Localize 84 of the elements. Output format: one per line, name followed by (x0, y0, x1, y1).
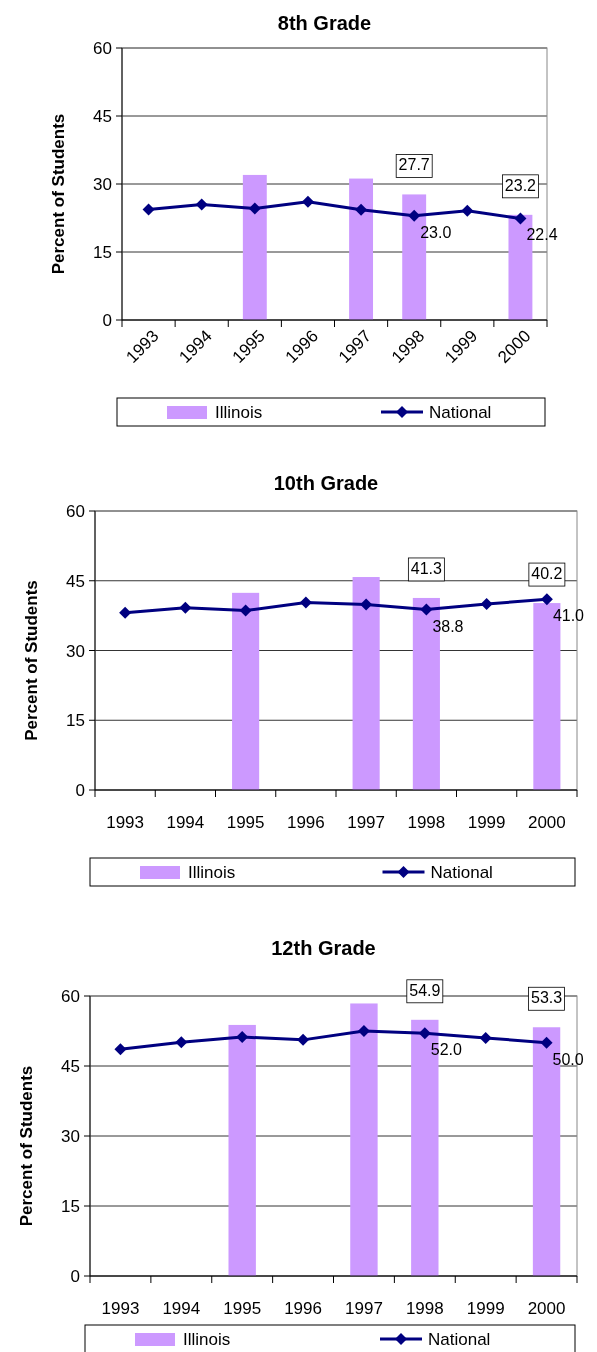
y-tick-label: 45 (93, 107, 112, 126)
data-label: 41.3 (410, 559, 443, 577)
y-tick-label: 0 (70, 1267, 80, 1286)
data-label: 40.2 (531, 565, 563, 583)
x-tick-label: 1995 (223, 1299, 262, 1318)
legend-label: National (428, 1330, 491, 1349)
point (420, 603, 433, 616)
data-label: 41.0 (552, 607, 585, 625)
point (408, 209, 421, 222)
point (195, 198, 208, 211)
y-tick-label: 30 (93, 175, 112, 194)
x-tick-label: 2000 (527, 1299, 566, 1318)
legend-label: Illinois (188, 863, 236, 882)
x-tick-label: 1993 (106, 813, 145, 832)
x-tick-label: 1994 (166, 813, 205, 832)
point (248, 202, 261, 215)
x-tick-label: 1996 (284, 1299, 322, 1318)
data-label: 54.9 (409, 981, 441, 999)
bar (352, 577, 380, 790)
point (119, 606, 132, 619)
legend-label: Illinois (215, 403, 263, 422)
chart-title: 12th Grade (271, 937, 376, 959)
y-tick-label: 0 (102, 311, 112, 330)
y-tick-label: 45 (61, 1057, 80, 1076)
x-tick-label: 1998 (405, 1299, 444, 1318)
point (357, 1025, 370, 1037)
legend-label: National (430, 863, 493, 882)
point (479, 1032, 492, 1044)
y-tick-label: 60 (66, 502, 85, 521)
y-tick-label: 15 (61, 1197, 80, 1216)
x-tick-label: 2000 (527, 813, 566, 832)
y-tick-label: 30 (66, 641, 85, 661)
x-tick-label: 1995 (226, 813, 265, 832)
point (540, 1036, 553, 1049)
chart-title: 8th Grade (277, 12, 372, 34)
point (540, 593, 553, 606)
x-tick-label: 1999 (467, 813, 506, 832)
data-label: 23.2 (504, 176, 537, 194)
data-label: 52.0 (430, 1041, 463, 1059)
y-axis-title: Percent of Students (49, 113, 68, 275)
x-tick-label: 1998 (407, 813, 446, 832)
point (114, 1043, 127, 1056)
point (297, 1033, 310, 1046)
data-label: 53.3 (530, 989, 563, 1007)
bar (232, 592, 260, 790)
data-label: 50.0 (552, 1050, 584, 1068)
y-axis-title: Percent of Students (17, 1065, 36, 1227)
y-tick-label: 0 (75, 781, 85, 800)
y-tick-label: 30 (61, 1127, 80, 1146)
chart-title: 10th Grade (273, 472, 379, 494)
point (355, 203, 368, 216)
bar (228, 1024, 256, 1276)
bar (242, 174, 267, 320)
x-tick-label: 1996 (286, 813, 325, 832)
point (179, 601, 192, 614)
data-label: 23.0 (420, 223, 452, 241)
point (514, 212, 527, 225)
point (299, 596, 312, 609)
point (461, 204, 474, 217)
legend-label: Illinois (183, 1330, 231, 1349)
legend-label: National (429, 403, 492, 422)
x-tick-label: 1999 (466, 1299, 505, 1318)
bar (350, 1003, 378, 1276)
point (360, 598, 373, 611)
point (301, 195, 314, 208)
x-tick-label: 1997 (347, 813, 386, 832)
data-label: 22.4 (526, 226, 558, 244)
bar (349, 178, 374, 320)
data-label: 27.7 (398, 156, 430, 174)
y-axis-title: Percent of Students (22, 580, 41, 741)
point (418, 1027, 431, 1040)
x-tick-label: 1993 (101, 1299, 140, 1318)
y-tick-label: 45 (66, 571, 85, 591)
point (480, 598, 493, 610)
y-tick-label: 15 (66, 711, 85, 731)
x-tick-label: 1997 (345, 1299, 383, 1318)
point (239, 604, 252, 617)
y-tick-label: 60 (93, 39, 112, 58)
data-label: 38.8 (432, 617, 464, 635)
point (175, 1036, 188, 1049)
y-tick-label: 60 (61, 987, 80, 1006)
y-tick-label: 15 (93, 243, 112, 262)
point (142, 203, 155, 216)
x-tick-label: 1994 (162, 1299, 201, 1318)
